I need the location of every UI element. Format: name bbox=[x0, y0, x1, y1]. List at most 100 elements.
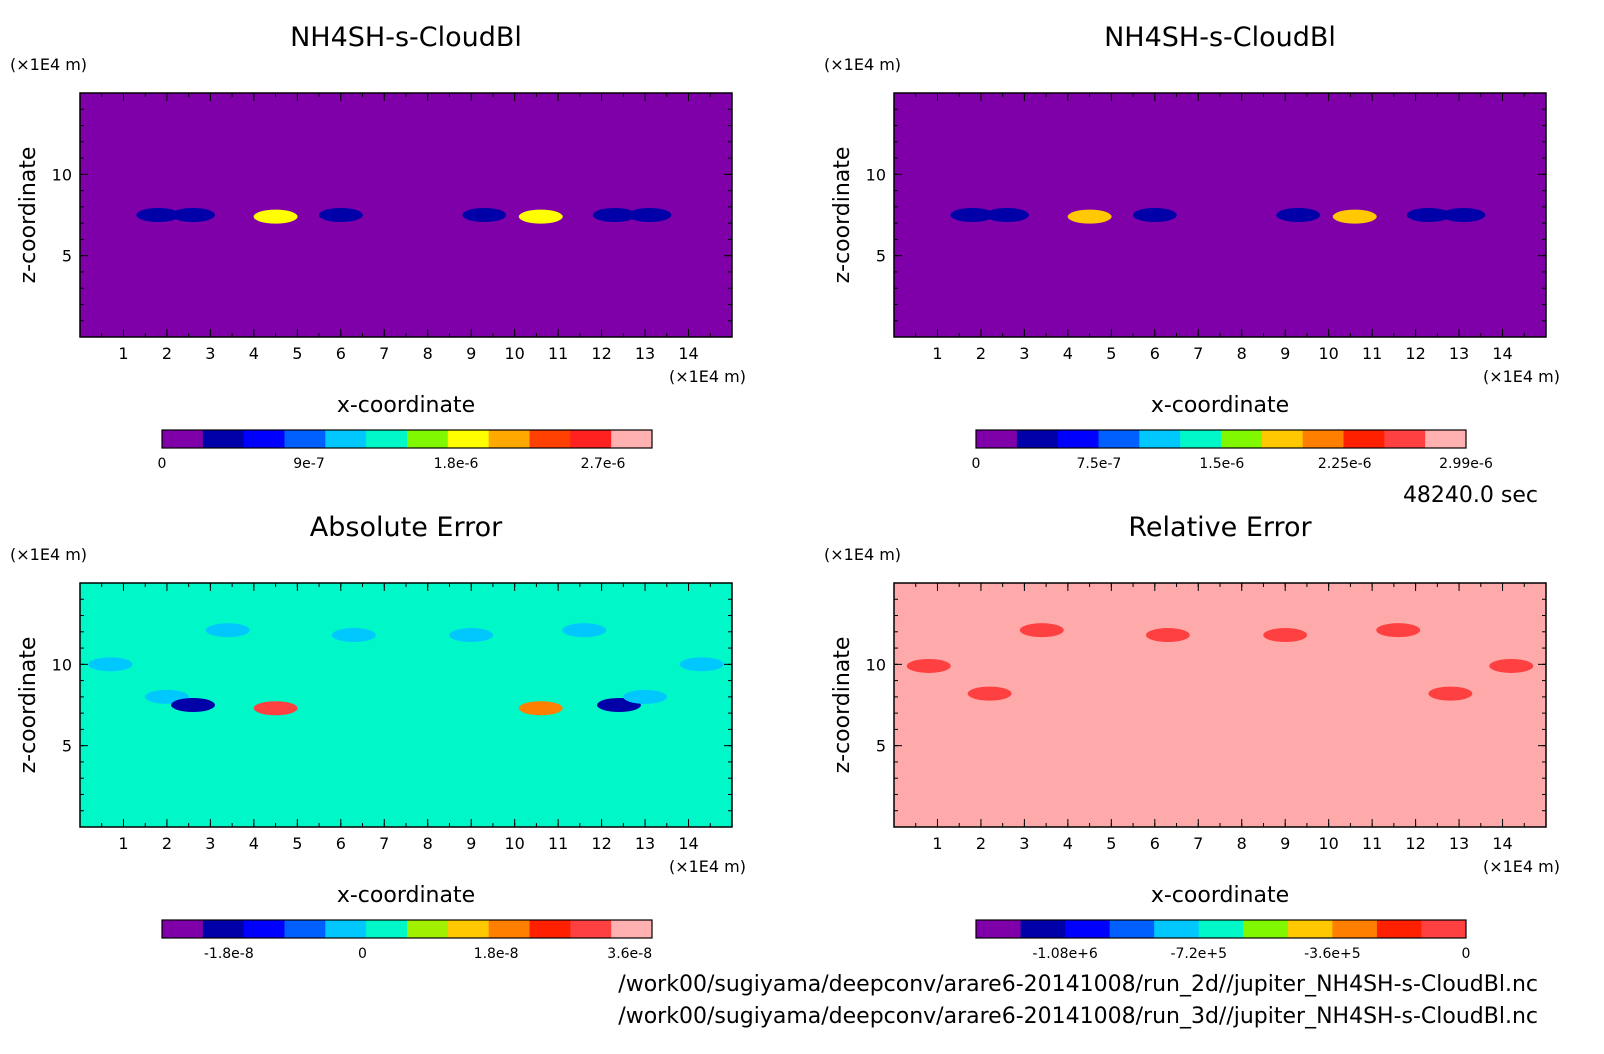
colorbar-swatch bbox=[976, 920, 1022, 938]
x-axis-title: x-coordinate bbox=[337, 393, 475, 418]
x-tick-label: 14 bbox=[1492, 834, 1512, 853]
field-patch bbox=[171, 698, 216, 712]
colorbar-tick-label: 9e-7 bbox=[293, 456, 324, 472]
x-tick-label: 1 bbox=[932, 834, 942, 853]
colorbar-swatch bbox=[1020, 920, 1066, 938]
chart-title: NH4SH-s-CloudBl bbox=[290, 22, 522, 53]
colorbar-frame bbox=[975, 429, 1467, 449]
colorbar-tick-label: 0 bbox=[158, 456, 167, 472]
colorbar-tick-label: 7.5e-7 bbox=[1076, 456, 1121, 472]
field-patch bbox=[1406, 208, 1451, 222]
field-patch bbox=[906, 658, 951, 673]
x-tick-label: 2 bbox=[162, 834, 172, 853]
x-tick-label: 4 bbox=[249, 344, 259, 363]
colorbar-swatch bbox=[407, 920, 449, 938]
field-patch bbox=[592, 208, 637, 222]
colorbar-swatch bbox=[1243, 920, 1289, 938]
field-patch bbox=[449, 628, 494, 643]
y-axis-title: z-coordinate bbox=[830, 637, 855, 774]
y-axis-title: z-coordinate bbox=[16, 147, 41, 284]
field-patch bbox=[1489, 658, 1534, 673]
colorbar-swatch bbox=[976, 430, 1018, 448]
colorbar-swatch bbox=[1057, 430, 1099, 448]
colorbar-swatch bbox=[284, 430, 326, 448]
colorbar-swatch bbox=[611, 430, 653, 448]
y-unit-label: (×1E4 m) bbox=[824, 545, 901, 564]
colorbar-swatch bbox=[1221, 430, 1263, 448]
x-tick-label: 10 bbox=[504, 834, 524, 853]
colorbar-tick-label: 3.6e-8 bbox=[607, 946, 652, 962]
y-tick-label: 10 bbox=[866, 165, 886, 184]
x-tick-label: 13 bbox=[635, 344, 655, 363]
colorbar-swatch bbox=[162, 920, 204, 938]
colorbar-tick-label: 1.8e-8 bbox=[474, 946, 519, 962]
x-tick-label: 12 bbox=[1405, 344, 1425, 363]
x-tick-label: 3 bbox=[1019, 344, 1029, 363]
colorbar-swatch bbox=[1098, 430, 1140, 448]
x-unit-label: (×1E4 m) bbox=[669, 367, 746, 386]
colorbar-swatch bbox=[243, 920, 285, 938]
x-unit-label: (×1E4 m) bbox=[1483, 857, 1560, 876]
y-axis-title: z-coordinate bbox=[830, 147, 855, 284]
colorbar-swatch bbox=[611, 920, 653, 938]
x-tick-label: 14 bbox=[1492, 344, 1512, 363]
plot-background bbox=[894, 583, 1546, 827]
colorbar-swatch bbox=[202, 430, 245, 448]
x-tick-label: 1 bbox=[932, 344, 942, 363]
file-path-3d: /work00/sugiyama/deepconv/arare6-2014100… bbox=[618, 1004, 1538, 1029]
x-tick-label: 6 bbox=[1150, 834, 1160, 853]
x-tick-label: 9 bbox=[1280, 344, 1290, 363]
chart-panel: Absolute Error(×1E4 m)1 2 3 4 5 6 7 8 9 10 11 12 13 1… bbox=[10, 512, 746, 962]
x-tick-label: 9 bbox=[466, 834, 476, 853]
colorbar-swatch bbox=[529, 430, 571, 448]
x-tick-label: 13 bbox=[635, 834, 655, 853]
x-tick-label: 4 bbox=[1063, 344, 1073, 363]
y-tick-label: 5 bbox=[62, 737, 72, 756]
x-tick-label: 7 bbox=[379, 834, 389, 853]
colorbar-swatch bbox=[325, 430, 367, 448]
field-patch bbox=[1145, 628, 1190, 643]
x-tick-label: 2 bbox=[976, 344, 986, 363]
chart-title: Absolute Error bbox=[310, 512, 503, 543]
y-unit-label: (×1E4 m) bbox=[10, 545, 87, 564]
field-patch bbox=[1019, 623, 1064, 638]
x-tick-label: 2 bbox=[162, 344, 172, 363]
y-tick-label: 5 bbox=[62, 247, 72, 266]
colorbar-swatch bbox=[1376, 920, 1422, 938]
chart-title: NH4SH-s-CloudBl bbox=[1104, 22, 1336, 53]
field-patch bbox=[462, 208, 507, 222]
x-axis-title: x-coordinate bbox=[337, 883, 475, 908]
colorbar-swatch bbox=[1261, 430, 1304, 448]
y-tick-label: 10 bbox=[52, 165, 72, 184]
colorbar-swatch bbox=[1154, 920, 1200, 938]
chart-title: Relative Error bbox=[1128, 512, 1312, 543]
y-axis-title: z-coordinate bbox=[16, 637, 41, 774]
field-patch bbox=[518, 209, 563, 224]
y-unit-label: (×1E4 m) bbox=[824, 55, 901, 74]
colorbar-swatch bbox=[488, 920, 530, 938]
x-tick-label: 1 bbox=[118, 834, 128, 853]
colorbar-frame bbox=[975, 919, 1467, 939]
x-tick-label: 8 bbox=[1237, 344, 1247, 363]
colorbar-tick-label: -1.08e+6 bbox=[1032, 946, 1098, 962]
x-tick-label: 11 bbox=[548, 344, 568, 363]
file-path-2d: /work00/sugiyama/deepconv/arare6-2014100… bbox=[618, 972, 1538, 997]
field-patch bbox=[205, 623, 250, 638]
x-tick-label: 12 bbox=[591, 344, 611, 363]
field-patch bbox=[562, 623, 607, 638]
colorbar-swatch bbox=[447, 920, 490, 938]
x-tick-label: 13 bbox=[1449, 344, 1469, 363]
chart-panel: NH4SH-s-CloudBl(×1E4 m)1 2 3 4 5 6 7 8 9 10 11 12 13… bbox=[824, 22, 1560, 472]
x-tick-label: 12 bbox=[1405, 834, 1425, 853]
field-patch bbox=[679, 657, 724, 672]
colorbar-swatch bbox=[202, 920, 245, 938]
x-axis-title: x-coordinate bbox=[1151, 393, 1289, 418]
colorbar-swatch bbox=[1198, 920, 1244, 938]
x-tick-label: 9 bbox=[466, 344, 476, 363]
field-patch bbox=[985, 208, 1030, 222]
x-tick-label: 14 bbox=[678, 344, 698, 363]
field-patch bbox=[1428, 686, 1473, 701]
colorbar-tick-label: 0 bbox=[972, 456, 981, 472]
colorbar-swatch bbox=[529, 920, 571, 938]
